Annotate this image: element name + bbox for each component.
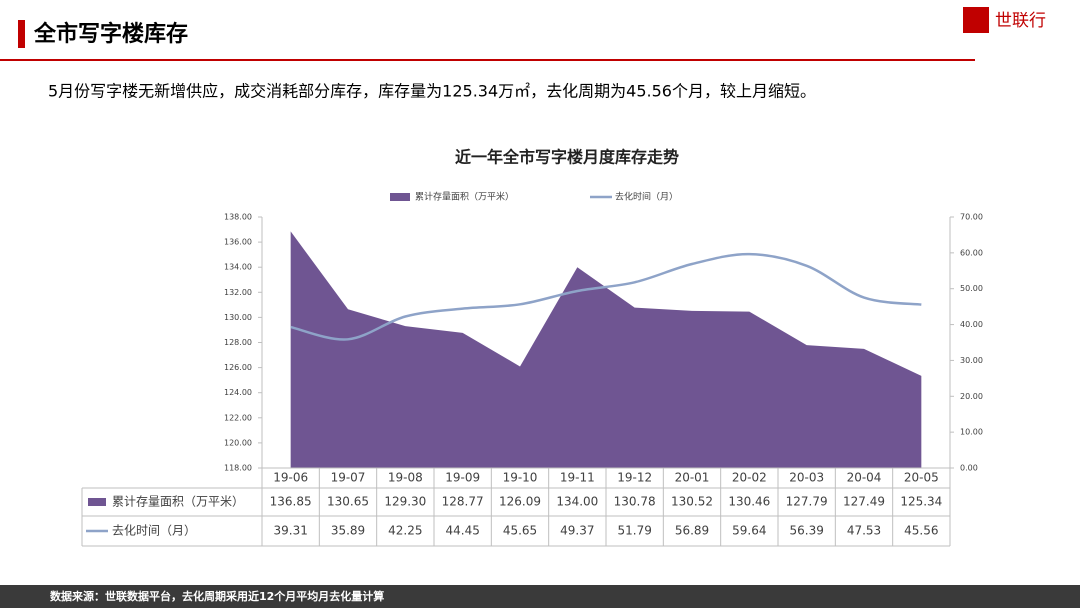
x-tick-label: 19-09 [445, 471, 480, 485]
table-value: 42.25 [388, 524, 422, 538]
x-tick-label: 19-07 [331, 471, 366, 485]
table-value: 125.34 [900, 495, 942, 509]
x-tick-label: 19-08 [388, 471, 423, 485]
table-value: 51.79 [617, 524, 651, 538]
y2-tick-label: 30.00 [960, 356, 983, 365]
table-value: 47.53 [847, 524, 881, 538]
table-value: 127.49 [843, 495, 885, 509]
legend-label: 去化时间（月） [615, 191, 678, 203]
table-value: 127.79 [786, 495, 828, 509]
y-tick-label: 120.00 [224, 438, 252, 447]
table-value: 129.30 [384, 495, 426, 509]
table-value: 59.64 [732, 524, 766, 538]
table-value: 126.09 [499, 495, 541, 509]
x-tick-label: 19-12 [617, 471, 652, 485]
legend-label: 累计存量面积（万平米） [415, 191, 514, 203]
line [290, 252, 922, 341]
x-tick-label: 19-11 [560, 471, 595, 485]
y2-tick-label: 60.00 [960, 248, 983, 257]
table-value: 45.56 [904, 524, 938, 538]
table-series-name: 去化时间（月） [112, 524, 196, 538]
footer-note: 数据来源：世联数据平台，去化周期采用近12个月平均月去化量计算 [50, 589, 384, 603]
x-tick-label: 20-04 [847, 471, 882, 485]
y-tick-label: 134.00 [224, 263, 252, 272]
table-value: 130.78 [614, 495, 656, 509]
table-value: 44.45 [445, 524, 479, 538]
y2-tick-label: 20.00 [960, 392, 983, 401]
y-tick-label: 124.00 [224, 388, 252, 397]
chart-title: 近一年全市写字楼月度库存走势 [455, 148, 679, 167]
footer-bar [0, 585, 1080, 608]
logo-text: 世联行 [995, 11, 1046, 31]
table-value: 56.89 [675, 524, 709, 538]
logo-icon [963, 7, 989, 33]
area [290, 231, 922, 468]
y-tick-label: 126.00 [224, 363, 252, 372]
y2-tick-label: 50.00 [960, 284, 983, 293]
x-tick-label: 20-05 [904, 471, 939, 485]
x-tick-label: 20-03 [789, 471, 824, 485]
title-marker [18, 20, 25, 48]
y2-tick-label: 70.00 [960, 213, 983, 222]
y-tick-label: 132.00 [224, 288, 252, 297]
x-tick-label: 19-06 [273, 471, 308, 485]
table-value: 130.52 [671, 495, 713, 509]
legend-swatch [390, 193, 410, 201]
table-value: 45.65 [503, 524, 537, 538]
slide-title: 全市写字楼库存 [33, 21, 188, 47]
table-value: 39.31 [273, 524, 307, 538]
table-key [88, 498, 106, 506]
y-tick-label: 122.00 [224, 413, 252, 422]
y2-tick-label: 40.00 [960, 320, 983, 329]
x-tick-label: 19-10 [503, 471, 538, 485]
y-tick-label: 136.00 [224, 238, 252, 247]
y2-tick-label: 0.00 [960, 464, 978, 473]
x-tick-label: 20-01 [675, 471, 710, 485]
y-tick-label: 138.00 [224, 213, 252, 222]
table-value: 134.00 [556, 495, 598, 509]
y-tick-label: 130.00 [224, 313, 252, 322]
y2-tick-label: 10.00 [960, 428, 983, 437]
table-series-name: 累计存量面积（万平米） [112, 495, 244, 509]
table-value: 35.89 [331, 524, 365, 538]
table-value: 130.65 [327, 495, 369, 509]
y-tick-label: 128.00 [224, 338, 252, 347]
table-value: 128.77 [442, 495, 484, 509]
x-tick-label: 20-02 [732, 471, 767, 485]
table-value: 49.37 [560, 524, 594, 538]
table-value: 130.46 [728, 495, 770, 509]
summary: 5月份写字楼无新增供应，成交消耗部分库存，库存量为125.34万㎡，去化周期为4… [48, 82, 816, 101]
y-tick-label: 118.00 [224, 464, 252, 473]
table-value: 56.39 [789, 524, 823, 538]
table-value: 136.85 [270, 495, 312, 509]
